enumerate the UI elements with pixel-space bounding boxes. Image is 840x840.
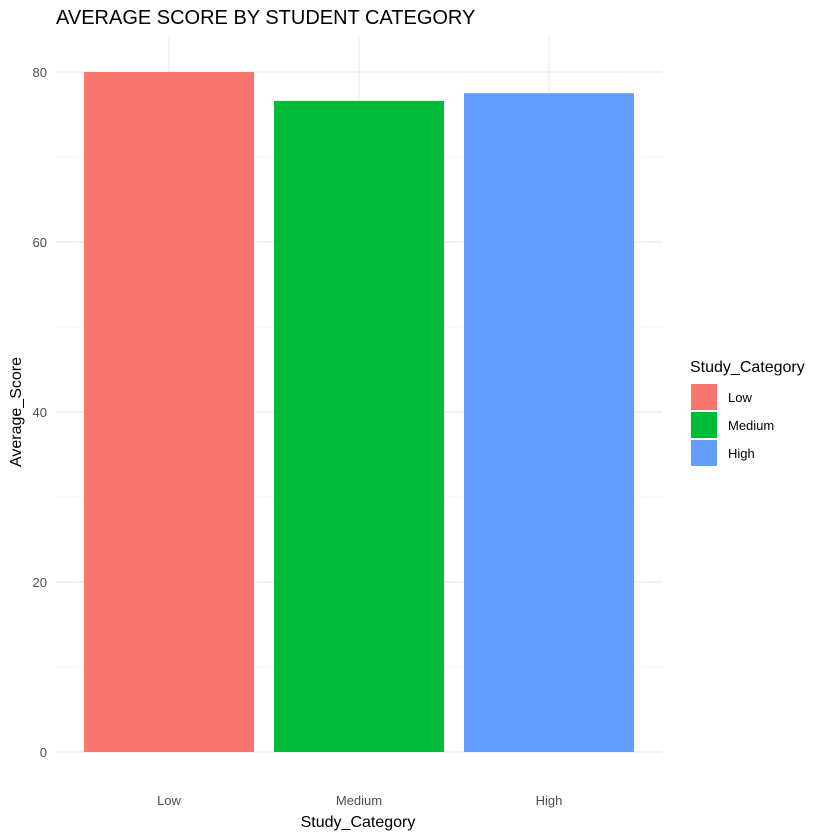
- bars: [84, 72, 634, 752]
- chart-title: AVERAGE SCORE BY STUDENT CATEGORY: [56, 7, 475, 29]
- legend-swatch: [691, 412, 717, 438]
- y-tick-label: 80: [33, 65, 47, 80]
- legend-label: Medium: [728, 418, 774, 433]
- bar-high: [464, 93, 634, 752]
- bar-low: [84, 72, 254, 752]
- x-axis-ticks: Low Medium High: [157, 793, 562, 808]
- y-axis-ticks: 0 20 40 60 80: [33, 65, 47, 760]
- legend-swatch: [691, 384, 717, 410]
- bar-medium: [274, 100, 444, 752]
- x-axis-title: Study_Category: [301, 814, 416, 831]
- legend: Study_Category Low Medium High: [690, 359, 805, 466]
- y-tick-label: 60: [33, 235, 47, 250]
- legend-items: Low Medium High: [691, 384, 774, 466]
- y-tick-label: 0: [40, 745, 47, 760]
- legend-swatch: [691, 440, 717, 466]
- x-tick-label: Medium: [336, 793, 382, 808]
- legend-title: Study_Category: [690, 359, 805, 376]
- y-tick-label: 20: [33, 575, 47, 590]
- legend-label: Low: [728, 390, 752, 405]
- legend-label: High: [728, 446, 755, 461]
- x-tick-label: Low: [157, 793, 181, 808]
- y-axis-title: Average_Score: [8, 357, 25, 467]
- x-tick-label: High: [536, 793, 563, 808]
- y-tick-label: 40: [33, 405, 47, 420]
